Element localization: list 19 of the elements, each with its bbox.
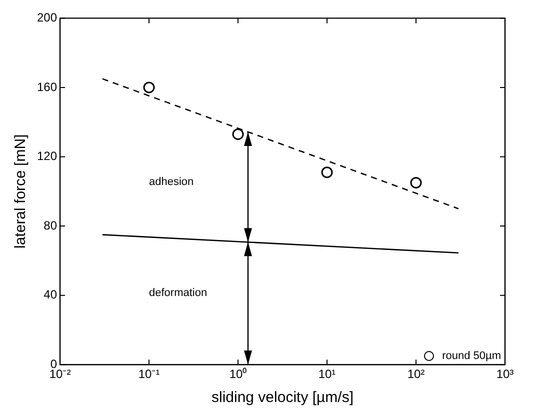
legend-label: round 50µm xyxy=(442,350,501,362)
x-axis-title: sliding velocity [µm/s] xyxy=(211,389,354,406)
x-tick-label: 10¹ xyxy=(318,367,336,382)
y-tick-label: 200 xyxy=(36,10,58,25)
y-axis-title: lateral force [mN] xyxy=(12,134,30,248)
x-tick-label: 10⁻¹ xyxy=(138,367,160,382)
x-tick-label: 10⁰ xyxy=(229,367,247,382)
point xyxy=(232,128,244,140)
point xyxy=(143,82,155,94)
annotation: deformation xyxy=(149,287,208,300)
point xyxy=(321,166,333,178)
point xyxy=(410,176,422,188)
y-tick-label: 120 xyxy=(36,149,58,164)
y-tick-label: 80 xyxy=(44,218,58,232)
annotation: adhesion xyxy=(149,176,194,188)
y-tick-label: 40 xyxy=(44,288,58,302)
x-tick-label: 10² xyxy=(407,367,425,382)
x-tick-label: 10³ xyxy=(496,367,514,382)
y-tick-label: 160 xyxy=(36,80,58,94)
